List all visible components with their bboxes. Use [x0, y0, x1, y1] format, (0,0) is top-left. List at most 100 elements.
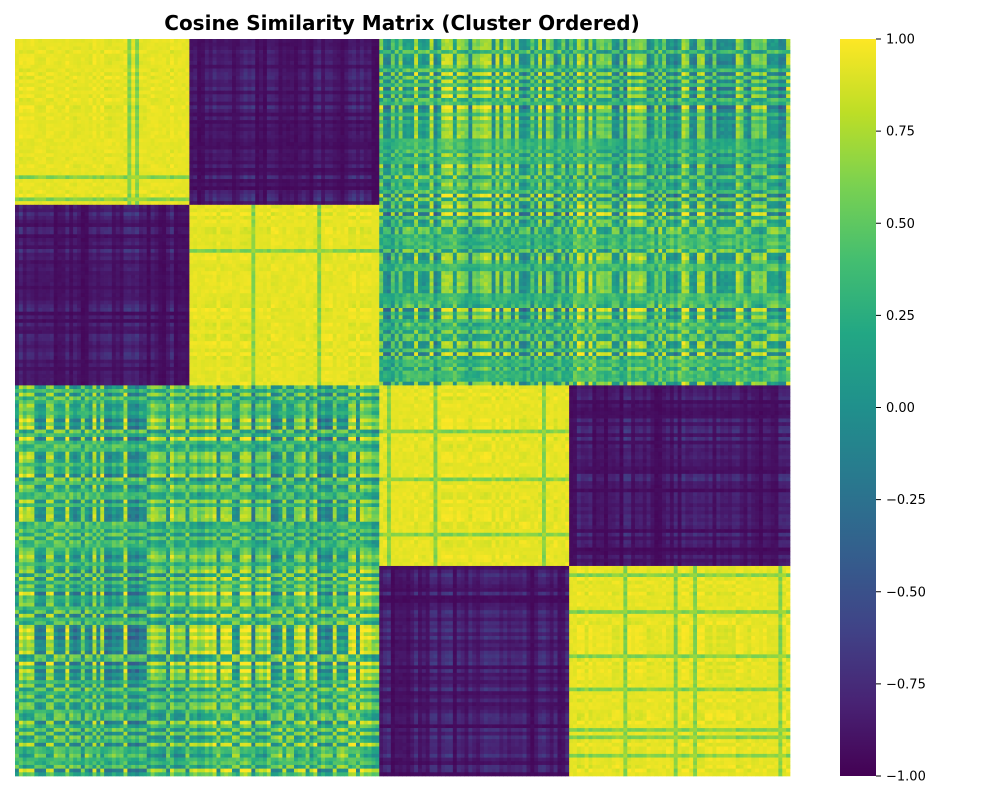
- heatmap-cell: [364, 80, 368, 84]
- heatmap-cell: [542, 98, 546, 102]
- heatmap-cell: [445, 72, 449, 76]
- heatmap-cell: [306, 102, 310, 106]
- heatmap-cell: [771, 46, 775, 50]
- heatmap-cell: [585, 39, 589, 43]
- heatmap-cell: [352, 46, 356, 50]
- heatmap-cell: [751, 102, 755, 106]
- heatmap-cell: [430, 91, 434, 95]
- heatmap-cell: [709, 91, 713, 95]
- heatmap-cell: [42, 94, 46, 98]
- heatmap-cell: [678, 72, 682, 76]
- heatmap-cell: [786, 76, 790, 80]
- heatmap-cell: [50, 98, 54, 102]
- heatmap-cell: [186, 105, 190, 109]
- heatmap-cell: [178, 98, 182, 102]
- heatmap-cell: [193, 72, 197, 76]
- heatmap-cell: [348, 76, 352, 80]
- heatmap-cell: [527, 61, 531, 65]
- heatmap-cell: [387, 102, 391, 106]
- heatmap-cell: [554, 72, 558, 76]
- heatmap-cell: [298, 43, 302, 47]
- heatmap-cell: [654, 98, 658, 102]
- heatmap-cell: [368, 72, 372, 76]
- heatmap-cell: [399, 83, 403, 87]
- heatmap-cell: [151, 43, 155, 47]
- heatmap-cell: [139, 76, 143, 80]
- heatmap-cell: [724, 87, 728, 91]
- heatmap-cell: [515, 57, 519, 61]
- heatmap-cell: [639, 61, 643, 65]
- heatmap-cell: [54, 83, 58, 87]
- heatmap-cell: [701, 57, 705, 61]
- heatmap-cell: [620, 68, 624, 72]
- heatmap-cell: [306, 105, 310, 109]
- heatmap-cell: [434, 76, 438, 80]
- heatmap-cell: [294, 87, 298, 91]
- heatmap-cell: [85, 46, 89, 50]
- heatmap-cell: [705, 105, 709, 109]
- heatmap-cell: [162, 98, 166, 102]
- heatmap-cell: [290, 76, 294, 80]
- heatmap-cell: [193, 46, 197, 50]
- heatmap-cell: [131, 98, 135, 102]
- heatmap-cell: [379, 43, 383, 47]
- heatmap-cell: [561, 80, 565, 84]
- heatmap-cell: [434, 46, 438, 50]
- heatmap-cell: [499, 76, 503, 80]
- heatmap-cell: [577, 102, 581, 106]
- heatmap-cell: [627, 105, 631, 109]
- heatmap-cell: [108, 68, 112, 72]
- heatmap-cell: [275, 72, 279, 76]
- heatmap-cell: [620, 87, 624, 91]
- heatmap-cell: [608, 68, 612, 72]
- heatmap-cell: [240, 83, 244, 87]
- heatmap-cell: [372, 105, 376, 109]
- heatmap-cell: [418, 57, 422, 61]
- heatmap-cell: [232, 80, 236, 84]
- heatmap-cell: [166, 91, 170, 95]
- heatmap-cell: [58, 57, 62, 61]
- heatmap-cell: [406, 91, 410, 95]
- heatmap-cell: [131, 57, 135, 61]
- heatmap-cell: [112, 57, 116, 61]
- heatmap-cell: [279, 72, 283, 76]
- heatmap-cell: [224, 61, 228, 65]
- heatmap-cell: [228, 72, 232, 76]
- heatmap-cell: [279, 87, 283, 91]
- heatmap-cell: [678, 54, 682, 58]
- heatmap-cell: [290, 68, 294, 72]
- heatmap-cell: [751, 50, 755, 54]
- heatmap-cell: [104, 91, 108, 95]
- heatmap-cell: [728, 46, 732, 50]
- heatmap-cell: [457, 87, 461, 91]
- heatmap-cell: [81, 105, 85, 109]
- heatmap-cell: [201, 87, 205, 91]
- heatmap-cell: [143, 46, 147, 50]
- heatmap-cell: [441, 80, 445, 84]
- heatmap-cell: [767, 72, 771, 76]
- heatmap-cell: [244, 105, 248, 109]
- heatmap-cell: [313, 80, 317, 84]
- heatmap-cell: [360, 68, 364, 72]
- heatmap-cell: [189, 83, 193, 87]
- heatmap-cell: [213, 94, 217, 98]
- heatmap-cell: [604, 43, 608, 47]
- heatmap-cell: [406, 39, 410, 43]
- heatmap-cell: [50, 46, 54, 50]
- heatmap-cell: [503, 57, 507, 61]
- heatmap-cell: [313, 54, 317, 58]
- heatmap-cell: [275, 94, 279, 98]
- heatmap-cell: [220, 46, 224, 50]
- heatmap-cell: [155, 43, 159, 47]
- heatmap-cell: [182, 46, 186, 50]
- heatmap-cell: [492, 39, 496, 43]
- heatmap-cell: [759, 46, 763, 50]
- heatmap-cell: [623, 94, 627, 98]
- heatmap-cell: [112, 109, 116, 113]
- heatmap-cell: [255, 102, 259, 106]
- heatmap-cell: [174, 57, 178, 61]
- heatmap-cell: [27, 80, 31, 84]
- heatmap-cell: [530, 57, 534, 61]
- heatmap-cell: [267, 91, 271, 95]
- heatmap-cell: [364, 87, 368, 91]
